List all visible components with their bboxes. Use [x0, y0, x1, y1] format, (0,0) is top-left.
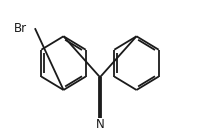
Text: N: N	[96, 118, 104, 131]
Text: Br: Br	[14, 22, 27, 35]
